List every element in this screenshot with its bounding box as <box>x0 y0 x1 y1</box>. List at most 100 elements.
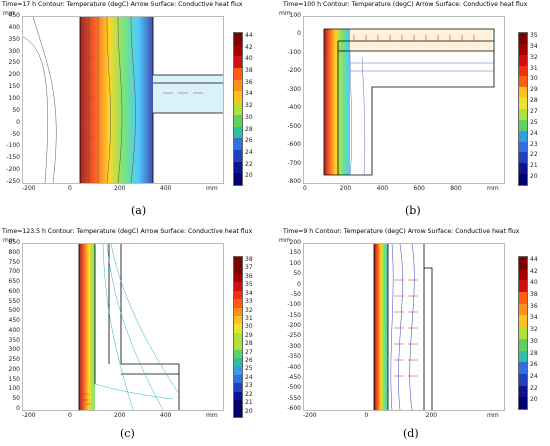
colorbar-segment <box>234 400 242 409</box>
colorbar-label: 25 <box>530 118 538 126</box>
colorbar-label: 35 <box>530 32 538 39</box>
y-tick-label: -200 <box>6 166 20 174</box>
colorbar-label: 27 <box>530 108 538 115</box>
colorbar-segment <box>519 292 527 304</box>
colorbar-label: 38 <box>245 256 253 263</box>
y-tick-label: 850 <box>8 239 20 246</box>
panel-a-plot <box>22 16 224 184</box>
colorbar-segment <box>234 114 242 127</box>
x-tick-label: 400 <box>160 412 172 419</box>
colorbar-label: 35 <box>245 281 253 289</box>
panel-d-plot <box>303 243 505 411</box>
colorbar-segment <box>234 149 242 162</box>
y-tick-label: 250 <box>8 59 20 67</box>
colorbar-label: 22 <box>530 151 538 159</box>
y-tick-label: -550 <box>287 394 301 402</box>
colorbar-segment <box>234 103 242 115</box>
colorbar-segment <box>234 273 242 283</box>
panel-c-field <box>78 244 180 410</box>
colorbar-label: 42 <box>530 267 538 275</box>
y-tick-label: -600 <box>287 405 301 412</box>
panel-c: Time=123.5 h Contour: Temperature (degC)… <box>0 224 270 446</box>
colorbar-segment <box>234 173 242 185</box>
colorbar-label: 26 <box>245 137 253 145</box>
colorbar-segment <box>519 141 527 153</box>
panel-a-colorbar <box>233 32 243 186</box>
colorbar-label: 30 <box>530 337 538 345</box>
y-tick-label: 100 <box>289 12 301 19</box>
colorbar-label: 25 <box>245 365 253 373</box>
colorbar-segment <box>519 98 527 109</box>
colorbar-label: 44 <box>245 32 253 39</box>
colorbar-label: 24 <box>530 372 538 380</box>
y-tick-label: 350 <box>8 336 20 344</box>
colorbar-segment <box>519 43 527 55</box>
y-tick-label: -150 <box>287 311 301 319</box>
colorbar-label: 42 <box>245 43 253 51</box>
colorbar-segment <box>234 383 242 392</box>
colorbar-segment <box>519 327 527 339</box>
colorbar-label: 21 <box>530 162 538 170</box>
colorbar-segment <box>234 257 242 266</box>
y-tick-label: 200 <box>289 239 301 246</box>
colorbar-segment <box>234 341 242 350</box>
colorbar-label: 40 <box>530 279 538 287</box>
panel-b-plot <box>303 16 505 184</box>
colorbar-label: 29 <box>530 86 538 94</box>
y-tick-label: -300 <box>287 342 301 350</box>
y-tick-label: -800 <box>287 178 301 185</box>
colorbar-segment <box>519 397 527 409</box>
y-tick-label: 150 <box>8 375 20 383</box>
colorbar-segment <box>519 130 527 142</box>
colorbar-label: 32 <box>245 306 253 314</box>
colorbar-segment <box>234 324 242 333</box>
colorbar-segment <box>519 303 527 316</box>
colorbar-label: 28 <box>245 125 253 133</box>
colorbar-segment <box>234 315 242 325</box>
y-tick-label: 600 <box>8 287 20 295</box>
y-tick-label: 700 <box>8 268 20 276</box>
colorbar-label: 38 <box>245 67 253 75</box>
x-tick-label: 200 <box>339 185 352 192</box>
colorbar-label: 24 <box>530 129 538 137</box>
panel-d-yunit: mm <box>279 237 291 244</box>
colorbar-label: 20 <box>530 173 538 181</box>
colorbar-label: 34 <box>530 314 538 322</box>
colorbar-label: 34 <box>530 42 538 50</box>
y-tick-label: 100 <box>289 259 301 267</box>
panel-d-title: Time=9 h Contour: Temperature (degC) Arr… <box>283 228 520 235</box>
y-tick-label: -450 <box>287 373 301 381</box>
y-tick-label: -700 <box>287 159 301 167</box>
y-tick-label: -600 <box>287 141 301 149</box>
y-tick-label: -50 <box>10 130 20 138</box>
colorbar-segment <box>234 91 242 104</box>
colorbar-label: 20 <box>245 172 253 180</box>
colorbar-segment <box>519 87 527 99</box>
y-tick-label: -100 <box>287 48 301 56</box>
y-tick-label: 50 <box>12 395 20 403</box>
x-tick-label: 200 <box>425 412 438 419</box>
y-tick-label: 650 <box>8 278 20 286</box>
colorbar-label: 27 <box>245 348 253 356</box>
colorbar-label: 22 <box>245 390 253 398</box>
panel-a-field <box>23 17 223 183</box>
x-tick-label: 200 <box>114 412 126 419</box>
colorbar-segment <box>234 358 242 367</box>
colorbar-label: 26 <box>530 361 538 369</box>
colorbar-segment <box>234 408 242 417</box>
colorbar-segment <box>234 161 242 174</box>
colorbar-segment <box>234 374 242 384</box>
y-tick-label: -400 <box>287 363 301 371</box>
colorbar-segment <box>519 33 527 44</box>
colorbar-label: 37 <box>245 264 253 272</box>
colorbar-label: 36 <box>245 272 253 280</box>
colorbar-segment <box>234 299 242 308</box>
colorbar-label: 30 <box>245 323 253 331</box>
colorbar-segment <box>234 126 242 139</box>
x-tick-label: 800 <box>450 185 462 192</box>
panel-a-caption: (a) <box>131 204 147 217</box>
y-tick-label: 50 <box>293 270 301 278</box>
y-tick-label: -350 <box>287 353 301 361</box>
panel-a-yunit: mm <box>3 10 15 17</box>
y-tick-label: -100 <box>6 142 20 150</box>
